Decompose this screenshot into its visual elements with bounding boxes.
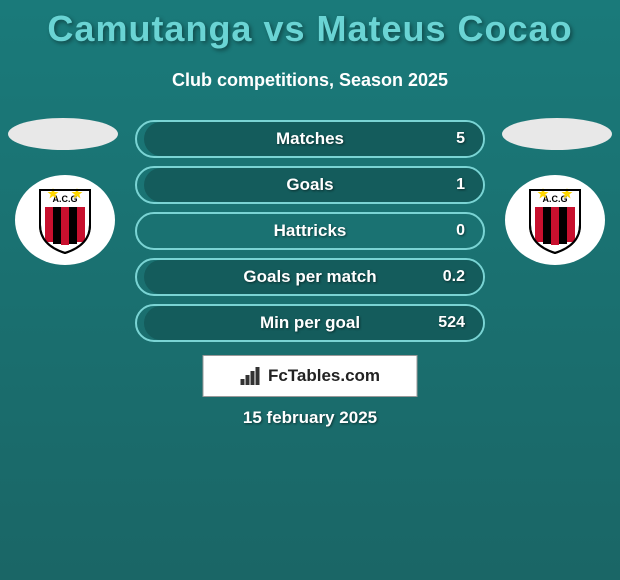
stat-bar: Hattricks 0 (135, 212, 485, 250)
stats-area: Matches 5 Goals 1 Hattricks 0 Goals per … (135, 120, 485, 350)
stat-label: Matches (276, 129, 344, 149)
date: 15 february 2025 (243, 408, 377, 428)
player-photo-right (502, 118, 612, 150)
stat-value: 524 (438, 314, 465, 332)
shield-icon: A.C.G (35, 185, 95, 255)
comparison-card: Camutanga vs Mateus Cocao Club competiti… (0, 0, 620, 580)
fctables-logo[interactable]: FcTables.com (203, 355, 418, 397)
stat-value: 0.2 (443, 268, 465, 286)
club-badge-left: A.C.G (15, 175, 115, 265)
page-title: Camutanga vs Mateus Cocao (0, 0, 620, 50)
stat-value: 1 (456, 176, 465, 194)
shield-icon: A.C.G (525, 185, 585, 255)
subtitle: Club competitions, Season 2025 (0, 70, 620, 91)
svg-text:A.C.G: A.C.G (52, 194, 77, 204)
club-badge-right: A.C.G (505, 175, 605, 265)
stat-value: 5 (456, 130, 465, 148)
stat-bar: Min per goal 524 (135, 304, 485, 342)
stat-label: Min per goal (260, 313, 360, 333)
logo-text: FcTables.com (268, 366, 380, 386)
player-photo-left (8, 118, 118, 150)
stat-value: 0 (456, 222, 465, 240)
stat-bar: Matches 5 (135, 120, 485, 158)
stat-label: Goals per match (243, 267, 376, 287)
stat-label: Goals (286, 175, 333, 195)
svg-text:A.C.G: A.C.G (542, 194, 567, 204)
stat-bar: Goals per match 0.2 (135, 258, 485, 296)
stat-label: Hattricks (274, 221, 347, 241)
stat-bar: Goals 1 (135, 166, 485, 204)
chart-icon (240, 367, 262, 385)
